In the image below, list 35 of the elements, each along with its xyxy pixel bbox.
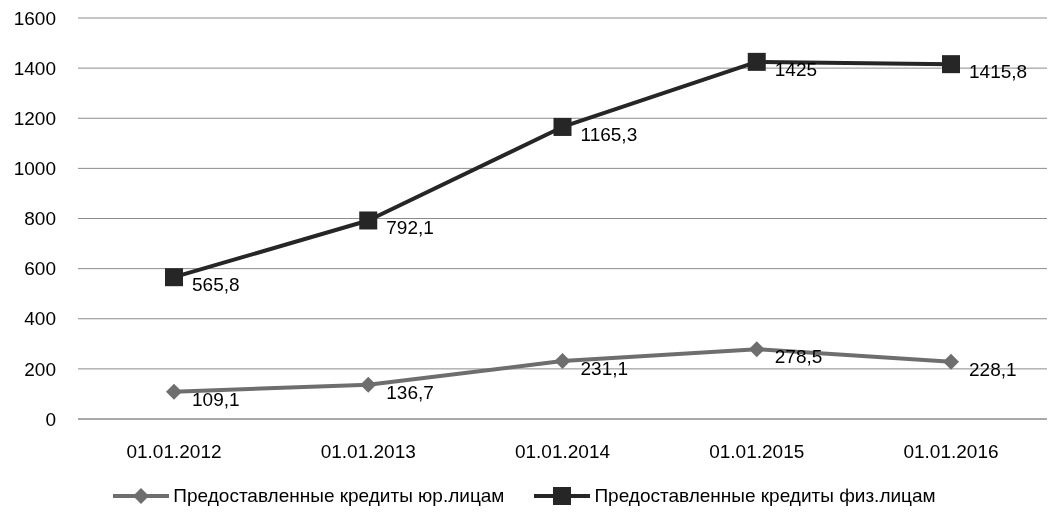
y-tick-label: 800 [24, 208, 56, 230]
point [359, 211, 378, 230]
y-tick-label: 200 [24, 358, 56, 380]
point [943, 353, 959, 370]
data-label: 1425 [774, 58, 818, 80]
y-tick-label: 1600 [13, 7, 56, 29]
data-label: 109,1 [192, 388, 240, 410]
point [748, 341, 765, 358]
x-tick-label: 01.01.2016 [903, 441, 999, 463]
y-tick-label: 1400 [13, 57, 56, 79]
data-label: 136,7 [386, 381, 434, 403]
point [165, 268, 183, 287]
point [166, 383, 182, 400]
y-tick-label: 1200 [13, 108, 56, 129]
x-tick-label: 01.01.2013 [320, 441, 416, 463]
y-tick-label: 1000 [13, 158, 56, 180]
legend-label: Предоставленные кредиты физ.лицам [594, 485, 936, 507]
data-label: 231,1 [580, 358, 629, 380]
point [747, 52, 766, 71]
point [554, 353, 571, 370]
y-tick-label: 600 [24, 258, 56, 280]
data-label: 1165,3 [580, 123, 638, 145]
point [942, 55, 960, 74]
x-tick-label: 01.01.2015 [709, 441, 805, 463]
y-tick-label: 400 [24, 308, 56, 330]
point [360, 376, 377, 393]
y-tick-label: 0 [45, 408, 56, 430]
x-tick-label: 01.01.2012 [126, 441, 222, 463]
data-label: 228,1 [969, 358, 1017, 380]
x-tick-label: 01.01.2014 [514, 441, 611, 463]
point [553, 117, 572, 136]
data-label: 565,8 [192, 274, 240, 296]
legend-label: Предоставленные кредиты юр.лицам [173, 485, 505, 507]
data-label: 1415,8 [969, 61, 1028, 83]
data-label: 792,1 [386, 217, 434, 239]
